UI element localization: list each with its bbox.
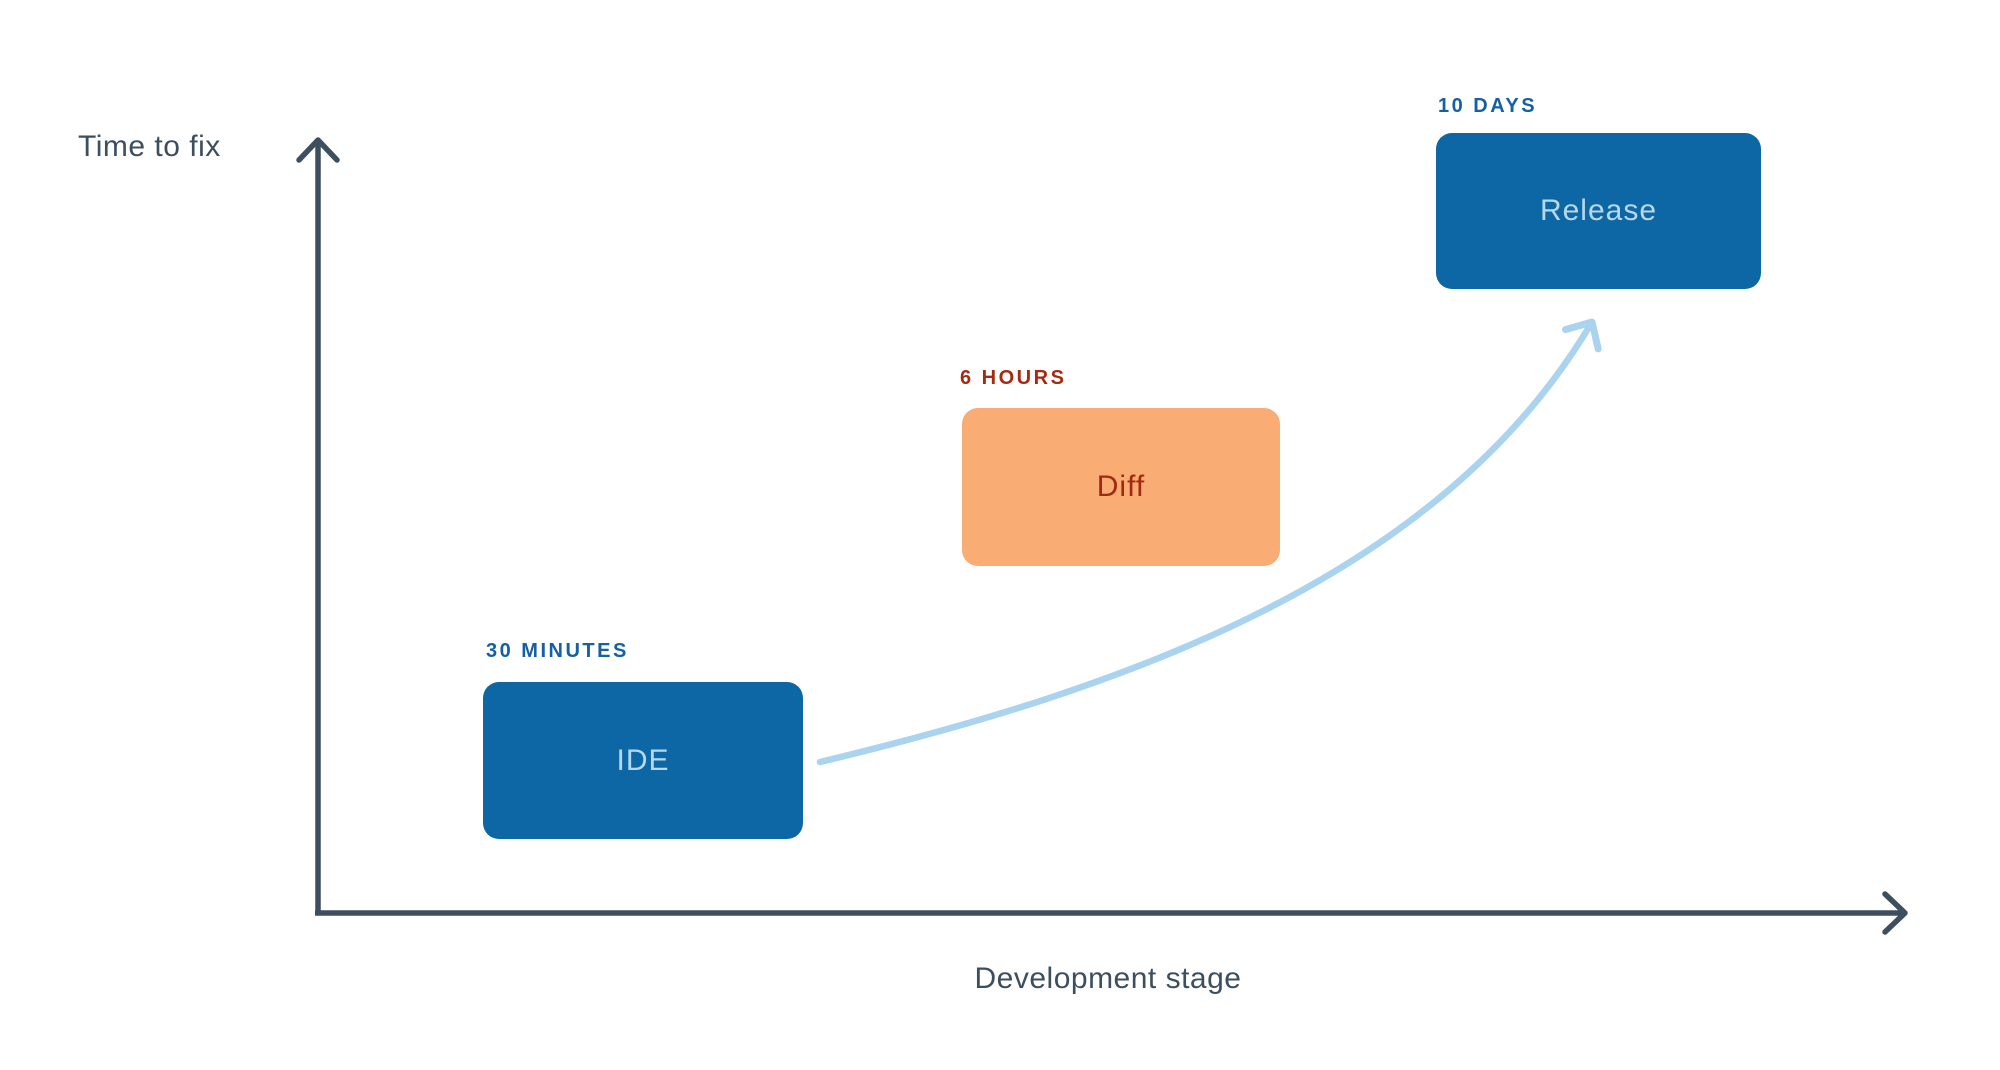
stage-time-ide: 30 MINUTES xyxy=(486,640,629,662)
stage-time-diff: 6 HOURS xyxy=(960,367,1067,389)
stage-box-ide: IDE xyxy=(483,682,803,839)
stage-box-ide-label: IDE xyxy=(616,743,670,777)
x-axis-title: Development stage xyxy=(974,962,1242,995)
stage-time-release: 10 DAYS xyxy=(1438,95,1538,117)
y-axis-title: Time to fix xyxy=(78,130,221,163)
stage-box-release-label: Release xyxy=(1539,194,1658,227)
stage-box-diff-label: Diff xyxy=(1096,470,1146,503)
stage-box-release: Release xyxy=(1436,133,1761,289)
stage-box-diff: Diff xyxy=(962,408,1280,566)
growth-curve-arrow xyxy=(816,318,1602,766)
